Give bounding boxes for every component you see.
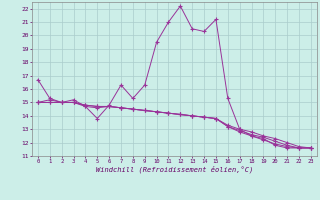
X-axis label: Windchill (Refroidissement éolien,°C): Windchill (Refroidissement éolien,°C) (96, 165, 253, 173)
